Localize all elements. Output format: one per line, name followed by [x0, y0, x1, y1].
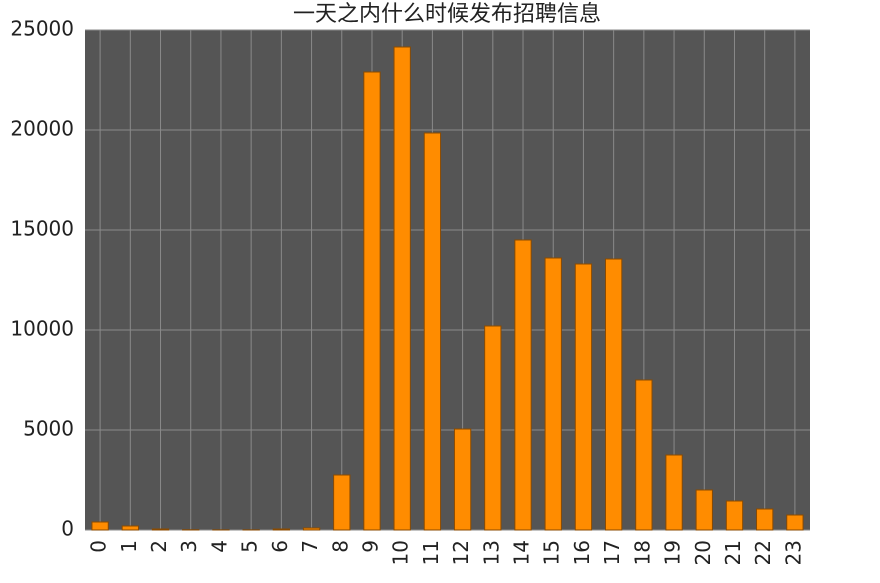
x-tick-label: 13 — [479, 540, 503, 565]
bar — [484, 325, 502, 531]
x-tick-label: 6 — [268, 540, 292, 553]
bar — [302, 527, 321, 531]
x-tick-label: 18 — [630, 540, 654, 565]
y-tick-label: 15000 — [10, 217, 74, 241]
x-tick-label: 2 — [147, 540, 171, 553]
x-tick-label: 8 — [328, 540, 352, 553]
y-tick-label: 20000 — [10, 117, 74, 141]
bar — [121, 525, 139, 531]
bar — [453, 428, 472, 531]
bar — [423, 132, 442, 531]
bar — [635, 379, 653, 531]
x-tick-label: 19 — [661, 540, 685, 565]
x-tick-label: 21 — [721, 540, 745, 565]
y-tick-label: 10000 — [10, 317, 74, 341]
x-tick-label: 11 — [419, 540, 443, 565]
bar — [363, 71, 381, 531]
bar — [151, 528, 170, 531]
x-tick-label: 3 — [177, 540, 201, 553]
plot-background — [85, 30, 810, 530]
x-tick-label: 10 — [389, 540, 413, 565]
x-tick-label: 1 — [117, 540, 141, 553]
bar — [333, 474, 351, 531]
y-tick-label: 5000 — [23, 417, 74, 441]
y-tick-label: 25000 — [10, 17, 74, 41]
bar — [756, 508, 774, 531]
y-tick-label: 0 — [61, 517, 74, 541]
x-tick-label: 4 — [207, 540, 231, 553]
bar — [514, 239, 532, 531]
x-tick-label: 0 — [87, 540, 111, 553]
bar — [574, 263, 593, 531]
bar — [665, 454, 683, 531]
x-tick-label: 22 — [751, 540, 775, 565]
x-tick-label: 14 — [510, 540, 534, 565]
x-tick-label: 16 — [570, 540, 594, 565]
bar — [786, 514, 804, 531]
x-tick-label: 23 — [781, 540, 805, 565]
x-tick-label: 5 — [238, 540, 262, 553]
bar — [272, 528, 291, 531]
x-tick-label: 9 — [358, 540, 382, 553]
x-tick-label: 17 — [600, 540, 624, 565]
x-tick-label: 12 — [449, 540, 473, 565]
bar — [725, 500, 744, 531]
chart-title: 一天之内什么时候发布招聘信息 — [293, 2, 601, 27]
x-tick-label: 20 — [691, 540, 715, 565]
x-tick-label: 7 — [298, 540, 322, 553]
x-tick-label: 15 — [540, 540, 564, 565]
bar — [604, 258, 623, 531]
bar — [544, 257, 562, 531]
bar — [393, 46, 411, 531]
bar — [695, 489, 713, 531]
bar — [91, 521, 109, 531]
